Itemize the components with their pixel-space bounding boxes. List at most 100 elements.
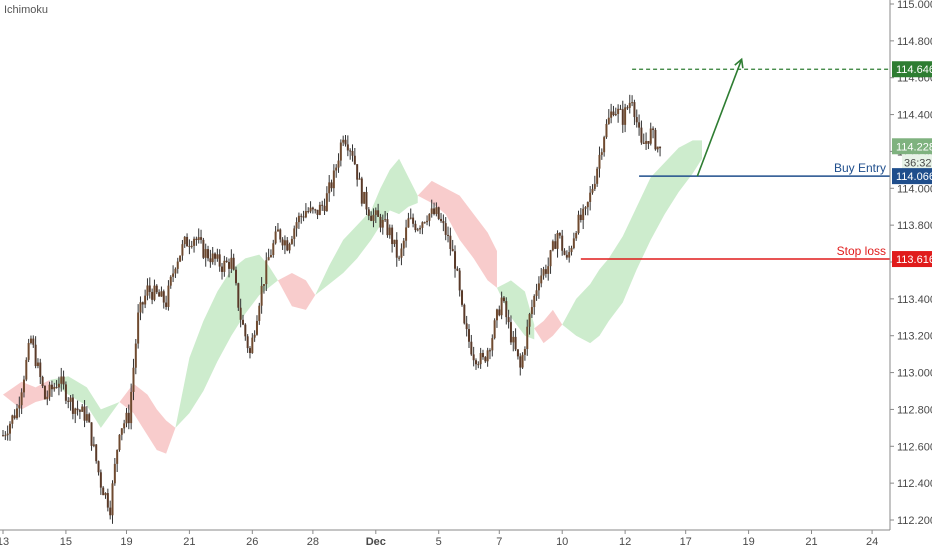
x-tick-label: 19: [742, 536, 754, 548]
candle-body: [386, 219, 389, 236]
candle-body: [55, 386, 58, 388]
buy-entry-tag-label: 114.066: [896, 171, 932, 183]
candle-body: [589, 192, 592, 202]
candle-body: [379, 216, 382, 228]
candle-body: [13, 415, 16, 419]
candle-body: [509, 322, 512, 343]
candle-body: [377, 210, 380, 217]
candle-body: [614, 113, 617, 116]
candle-body: [34, 344, 37, 367]
candle-body: [307, 211, 310, 213]
candle-body: [465, 323, 468, 330]
candle-body: [78, 410, 81, 412]
target-arrow: [696, 59, 743, 177]
candle-body: [372, 214, 375, 221]
candle-body: [186, 236, 189, 247]
candle-body: [488, 350, 491, 352]
candle-body: [67, 400, 70, 402]
candle-body: [395, 239, 398, 258]
candle-body: [349, 150, 352, 152]
buy-entry-label: Buy Entry: [834, 161, 886, 175]
candle-body: [297, 215, 300, 223]
candle-body: [654, 129, 657, 150]
y-tick-label: 114.000: [897, 183, 932, 195]
candle-body: [160, 291, 163, 297]
candle-body: [458, 270, 461, 291]
candle-body: [584, 207, 587, 209]
candle-body: [36, 362, 39, 367]
candle-body: [519, 356, 522, 368]
candle-body: [363, 191, 366, 204]
cloud-segment-4: [277, 273, 316, 310]
cloud-segment-5: [315, 158, 418, 296]
candle-body: [493, 320, 496, 339]
candle-body: [265, 260, 268, 285]
candle-body: [214, 253, 217, 259]
candle-body: [144, 295, 147, 305]
candle-body: [74, 408, 77, 414]
candle-body: [41, 377, 44, 387]
candle-body: [542, 269, 545, 276]
candle-body: [314, 209, 317, 211]
candle-body: [237, 283, 240, 308]
target-tag-label: 114.646: [896, 64, 932, 76]
candle-body: [155, 285, 158, 293]
current-tag-label: 114.228: [896, 141, 932, 153]
candle-body: [295, 222, 298, 229]
candle-body: [456, 268, 459, 271]
cloud-segment-7: [496, 280, 535, 340]
y-tick-label: 113.800: [897, 220, 932, 232]
candle-body: [293, 228, 296, 239]
candle-body: [423, 222, 426, 224]
candle-body: [451, 248, 454, 252]
candle-body: [645, 141, 648, 144]
cloud-segment-6: [417, 180, 497, 288]
candle-body: [346, 144, 349, 151]
candle-body: [193, 238, 196, 246]
candle-body: [526, 326, 529, 350]
candle-body: [200, 237, 203, 240]
candle-body: [561, 235, 564, 251]
candle-body: [461, 290, 464, 305]
candle-body: [521, 354, 524, 368]
candle-body: [8, 423, 11, 434]
candle-body: [181, 244, 184, 256]
candle-body: [610, 111, 613, 118]
y-tick-label: 112.600: [897, 441, 932, 453]
candle-body: [617, 108, 620, 114]
candle-body: [132, 367, 135, 392]
x-tick-label: 15: [60, 536, 72, 548]
candle-body: [549, 250, 552, 267]
candle-body: [232, 257, 235, 270]
candle-body: [391, 227, 394, 245]
candle-body: [230, 257, 233, 269]
candle-body: [146, 285, 149, 296]
candle-body: [477, 364, 480, 366]
candle-body: [605, 123, 608, 138]
candle-body: [311, 207, 314, 210]
y-tick-label: 112.400: [897, 478, 932, 490]
candle-body: [659, 146, 662, 149]
candle-body: [370, 215, 373, 221]
x-tick-label: 12: [619, 536, 631, 548]
candle-body: [407, 218, 410, 228]
candle-body: [18, 405, 21, 409]
candle-body: [544, 269, 547, 274]
candle-body: [235, 269, 237, 284]
candle-body: [619, 108, 622, 110]
candle-body: [365, 191, 368, 210]
candle-body: [495, 309, 498, 321]
candle-body: [535, 290, 538, 296]
candle-body: [109, 507, 112, 516]
x-tick-label: 21: [805, 536, 817, 548]
candle-body: [216, 254, 219, 259]
candle-body: [195, 238, 198, 241]
candle-body: [353, 155, 356, 165]
candle-body: [290, 238, 293, 244]
candle-body: [25, 359, 28, 380]
candle-body: [162, 291, 165, 303]
x-tick-label: 21: [183, 536, 195, 548]
candle-body: [32, 338, 35, 345]
